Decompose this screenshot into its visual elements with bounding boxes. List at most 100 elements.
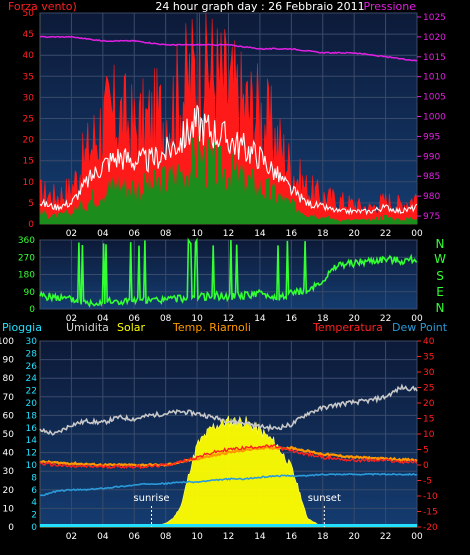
x-tick-label: 22: [380, 229, 391, 239]
x-tick-label: 02: [66, 314, 77, 324]
y-mid-tick-label: 26: [26, 362, 38, 372]
wind-pressure-panel: 02 04 06 08 10 12 14 16 18 20 22 000510152025303540…: [23, 9, 447, 239]
y-left-tick-label: 40: [3, 449, 15, 459]
gust-area: [39, 12, 418, 225]
x-tick-label: 14: [254, 532, 266, 542]
y-left-tick-label: 40: [23, 51, 35, 61]
x-tick-label: 10: [191, 532, 203, 542]
y-right-tick-label: 0: [423, 461, 429, 471]
sunset-label: sunset: [308, 493, 341, 504]
y-left-tick-label: 50: [3, 430, 15, 440]
y-mid-tick-label: 28: [26, 349, 38, 359]
y-right-tick-label: -10: [423, 492, 438, 502]
y-right-tick-label: 1020: [423, 33, 446, 43]
compass-e: E: [436, 285, 444, 299]
y-left-tick-label: 0: [28, 220, 34, 230]
x-tick-label: 18: [317, 229, 329, 239]
wind-line: [39, 105, 418, 216]
y-right-tick-label: 1000: [423, 113, 446, 123]
x-tick-label: 08: [160, 314, 172, 324]
x-tick-label: 02: [66, 532, 77, 542]
dew_point-line: [39, 472, 418, 497]
y-mid-tick-label: 22: [26, 387, 37, 397]
y-left-tick-label: 180: [18, 271, 35, 281]
direction-panel-series: [39, 237, 418, 308]
x-tick-label: 20: [348, 532, 360, 542]
y-left-tick-label: 360: [18, 236, 35, 246]
y-right-tick-label: 35: [423, 353, 434, 363]
y-mid-tick-label: 30: [26, 337, 38, 347]
y-left-tick-label: 30: [3, 467, 15, 477]
y-mid-tick-label: 8: [31, 473, 37, 483]
chart-title: 24 hour graph day : 26 Febbraio 2011: [155, 0, 364, 13]
x-tick-label: 16: [286, 532, 298, 542]
y-left-tick-label: 30: [23, 93, 35, 103]
temp-panel-series: [39, 383, 418, 528]
y-right-tick-label: 15: [423, 415, 434, 425]
compass-n-top: N: [436, 237, 445, 251]
y-mid-tick-label: 20: [26, 399, 38, 409]
y-right-tick-label: -20: [423, 523, 438, 533]
temperature-panel: 02 04 06 08 10 12 14 16 18 20 22 000102030405060708…: [0, 337, 438, 542]
x-tick-label: 08: [160, 532, 172, 542]
y-left-tick-label: 35: [23, 72, 34, 82]
temperature-line: [39, 444, 418, 470]
y-right-tick-label: 10: [423, 430, 435, 440]
legend-humidity: Umidita: [66, 321, 109, 334]
y-left-tick-label: 80: [3, 374, 15, 384]
compass-n-bottom: N: [436, 301, 445, 315]
x-tick-label: 08: [160, 229, 172, 239]
pressure-line: [39, 35, 418, 62]
x-tick-label: 10: [191, 314, 203, 324]
wind-axis-title: Forza vento): [8, 0, 77, 13]
y-right-tick-label: 5: [423, 446, 429, 456]
y-right-tick-label: 20: [423, 399, 435, 409]
compass-labels: N W S E N: [434, 237, 446, 315]
y-left-tick-label: 70: [3, 393, 15, 403]
x-tick-label: 06: [129, 314, 141, 324]
y-mid-tick-label: 2: [31, 511, 37, 521]
y-mid-tick-label: 24: [26, 374, 38, 384]
y-right-tick-label: 985: [423, 172, 440, 182]
compass-w: W: [434, 252, 446, 266]
x-tick-label: 06: [129, 229, 141, 239]
y-right-tick-label: 30: [423, 368, 435, 378]
y-mid-tick-label: 16: [26, 424, 38, 434]
y-right-tick-label: 995: [423, 132, 440, 142]
temp-panel-axes: 02 04 06 08 10 12 14 16 18 20 22 000102030405060708…: [0, 337, 438, 542]
y-left-tick-label: 10: [3, 504, 15, 514]
y-left-tick-label: 0: [8, 523, 14, 533]
x-tick-label: 12: [223, 229, 234, 239]
y-right-tick-label: 990: [423, 152, 440, 162]
x-tick-label: 18: [317, 532, 329, 542]
y-left-tick-label: 0: [29, 305, 35, 315]
y-right-tick-label: -15: [423, 508, 438, 518]
x-tick-label: 14: [254, 314, 266, 324]
legend-rain: Pioggia: [2, 321, 42, 334]
pressure-axis-title: Pressione: [364, 0, 417, 13]
y-mid-tick-label: 4: [31, 498, 37, 508]
y-mid-tick-label: 12: [26, 449, 37, 459]
y-left-tick-label: 20: [23, 136, 35, 146]
y-left-tick-label: 25: [23, 115, 34, 125]
x-tick-label: 04: [97, 314, 109, 324]
y-mid-tick-label: 10: [26, 461, 38, 471]
x-tick-label: 00: [411, 229, 423, 239]
y-mid-tick-label: 14: [26, 436, 38, 446]
wind-panel-axes: 02 04 06 08 10 12 14 16 18 20 22 000510152025303540…: [23, 9, 447, 239]
x-tick-label: 12: [223, 314, 234, 324]
humidity-line: [39, 383, 418, 436]
y-left-tick-label: 20: [3, 486, 15, 496]
y-right-tick-label: 1025: [423, 13, 446, 23]
x-tick-label: 22: [380, 532, 391, 542]
x-tick-label: 16: [286, 314, 298, 324]
y-right-tick-label: 1005: [423, 93, 446, 103]
x-tick-label: 04: [97, 532, 109, 542]
y-mid-tick-label: 0: [31, 523, 37, 533]
x-tick-label: 00: [411, 532, 423, 542]
x-tick-label: 14: [254, 229, 266, 239]
x-tick-label: 20: [348, 314, 360, 324]
y-left-tick-label: 270: [18, 253, 35, 263]
